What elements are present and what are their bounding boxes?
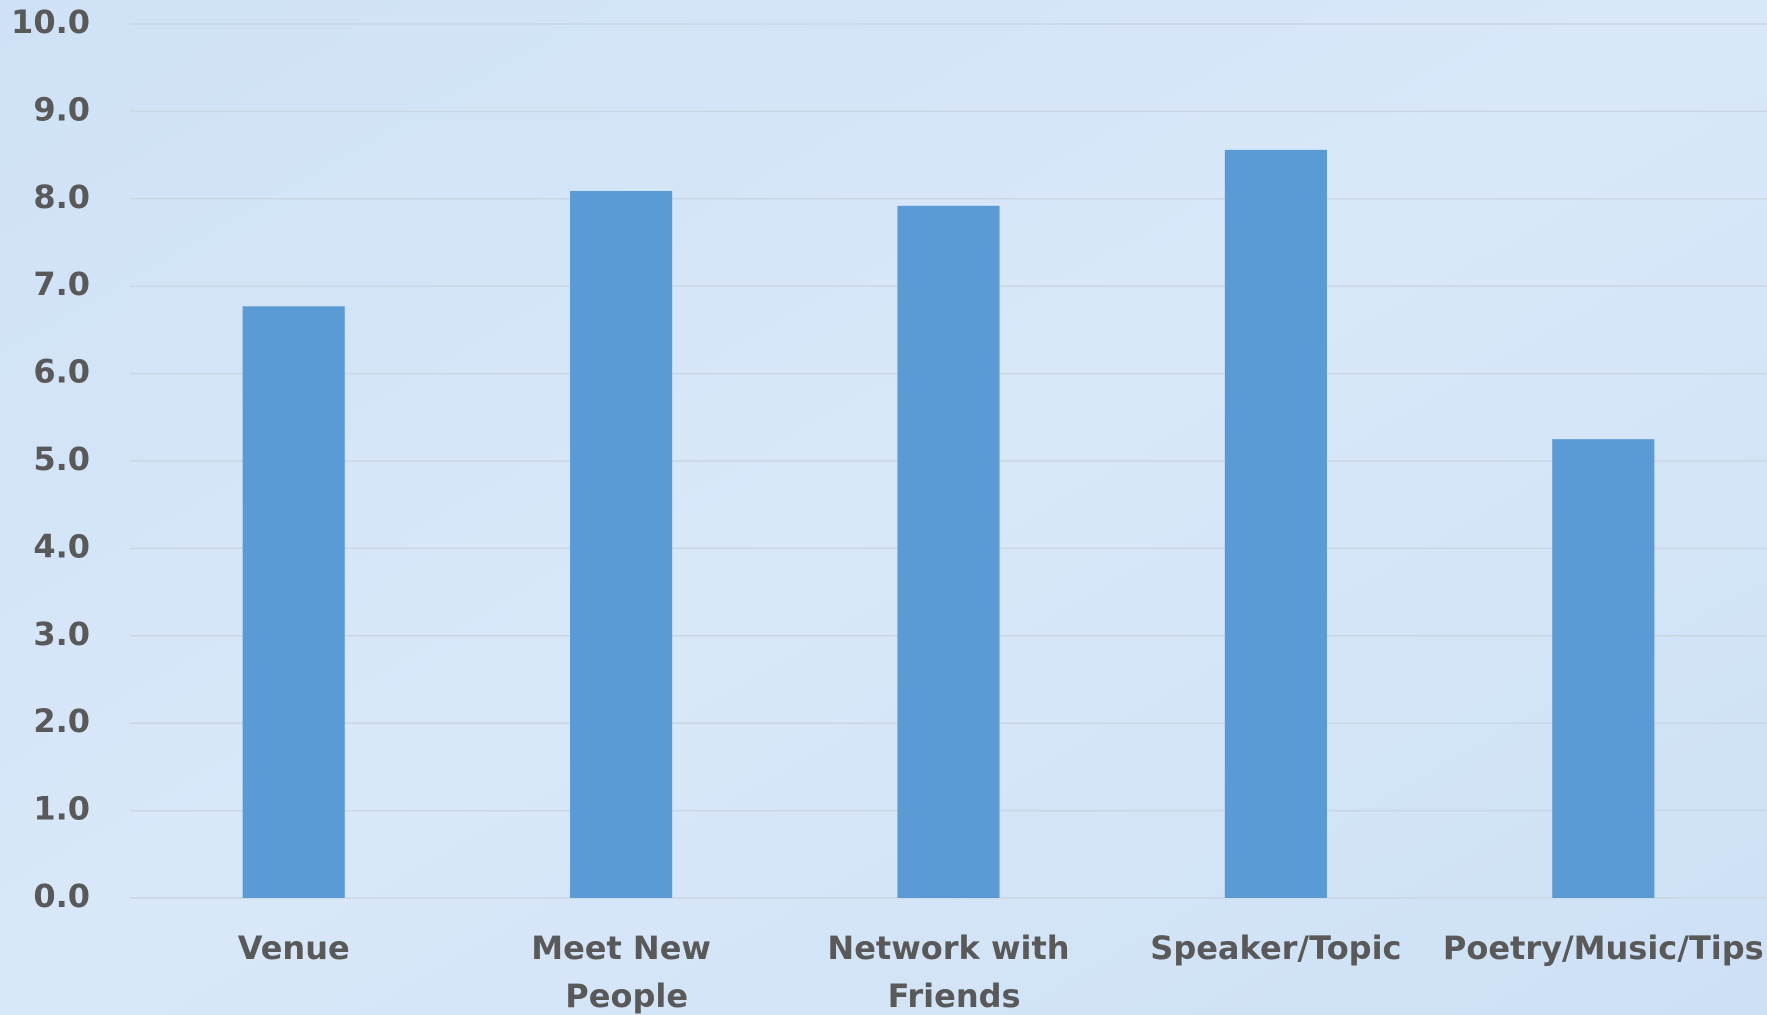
- y-tick-label: 6.0: [33, 353, 90, 391]
- bar: [1552, 439, 1655, 898]
- bar: [897, 205, 1000, 899]
- x-tick-label: Network with Friends: [827, 929, 1069, 1015]
- y-tick-label: 5.0: [33, 440, 90, 478]
- bar: [1224, 149, 1327, 898]
- y-tick-label: 7.0: [33, 265, 90, 303]
- y-tick-label: 3.0: [33, 615, 90, 653]
- bar: [242, 306, 345, 898]
- y-tick-label: 4.0: [33, 527, 90, 565]
- y-tick-label: 0.0: [33, 877, 90, 915]
- x-tick-label: Venue: [238, 929, 350, 967]
- y-tick-label: 8.0: [33, 178, 90, 216]
- y-tick-label: 1.0: [33, 790, 90, 828]
- x-tick-label: Poetry/Music/Tips: [1443, 929, 1764, 967]
- y-tick-label: 9.0: [33, 90, 90, 128]
- y-tick-label: 10.0: [11, 3, 90, 41]
- bar: [570, 190, 673, 898]
- y-tick-label: 2.0: [33, 702, 90, 740]
- x-tick-label: Speaker/Topic: [1150, 929, 1401, 967]
- x-tick-label: Meet New People: [531, 929, 711, 1015]
